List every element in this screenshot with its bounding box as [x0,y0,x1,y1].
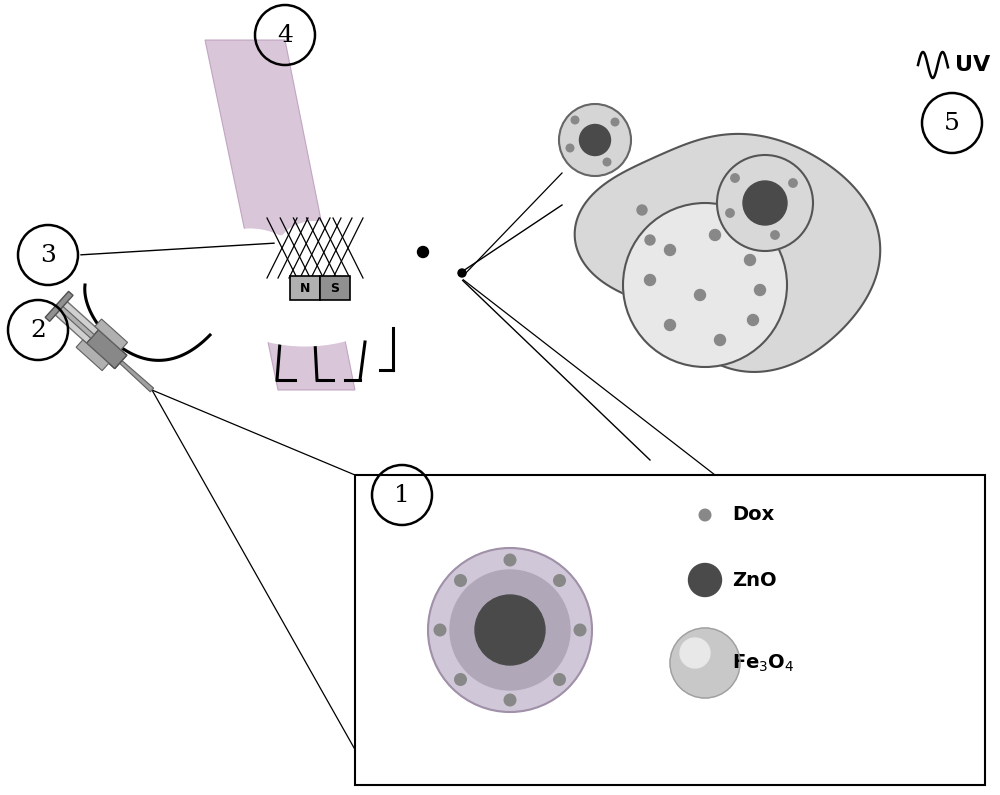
Polygon shape [87,330,127,369]
Circle shape [554,673,565,685]
Circle shape [694,289,706,301]
Circle shape [789,179,797,187]
Circle shape [455,575,466,586]
Circle shape [747,315,759,325]
Text: 1: 1 [394,483,410,506]
Circle shape [743,181,787,225]
Circle shape [428,548,592,712]
Circle shape [475,595,545,665]
Circle shape [731,174,739,182]
Text: S: S [330,281,340,294]
Text: Dox: Dox [732,506,774,525]
Circle shape [458,269,466,277]
Circle shape [680,638,710,668]
Text: 5: 5 [944,111,960,134]
Polygon shape [95,319,128,350]
Circle shape [611,118,619,126]
Polygon shape [205,40,355,390]
Circle shape [455,673,466,685]
Circle shape [771,231,779,239]
Ellipse shape [443,268,463,282]
Circle shape [744,254,756,266]
Circle shape [717,155,813,251]
Circle shape [710,230,720,241]
Circle shape [726,209,734,217]
Text: ZnO: ZnO [732,571,777,590]
Circle shape [580,125,610,156]
Circle shape [664,245,676,255]
Text: UV: UV [955,55,990,75]
Circle shape [367,222,459,314]
Ellipse shape [210,235,400,345]
Circle shape [559,104,631,176]
Polygon shape [76,339,109,370]
Circle shape [755,285,766,296]
Text: 4: 4 [277,24,293,46]
Circle shape [571,116,579,124]
Circle shape [574,624,586,636]
Circle shape [637,205,647,215]
Polygon shape [575,134,880,372]
Ellipse shape [279,222,351,274]
Circle shape [603,158,611,166]
Circle shape [623,203,787,367]
Circle shape [699,510,711,521]
Text: 2: 2 [30,319,46,342]
Polygon shape [53,300,127,369]
Circle shape [644,274,656,285]
Text: 3: 3 [40,243,56,266]
FancyBboxPatch shape [320,276,350,300]
Circle shape [504,694,516,706]
Text: N: N [300,281,310,294]
Circle shape [418,246,428,258]
Circle shape [504,554,516,566]
Polygon shape [120,361,154,392]
Polygon shape [45,291,73,321]
Ellipse shape [380,207,410,243]
Circle shape [688,564,722,596]
Text: Fe$_3$O$_4$: Fe$_3$O$_4$ [732,653,795,673]
FancyBboxPatch shape [355,475,985,785]
Circle shape [450,570,570,690]
Ellipse shape [195,230,305,320]
FancyBboxPatch shape [290,276,320,300]
Circle shape [566,144,574,152]
Circle shape [664,320,676,331]
Polygon shape [57,304,94,339]
Circle shape [554,575,565,586]
Circle shape [714,335,726,346]
Circle shape [670,628,740,698]
Circle shape [434,624,446,636]
Circle shape [645,235,655,245]
